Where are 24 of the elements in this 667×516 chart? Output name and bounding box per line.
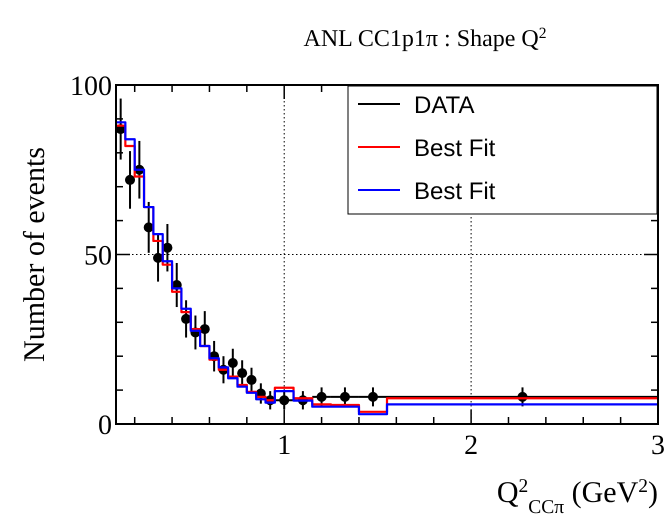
point xyxy=(200,324,210,334)
y-tick-label: 0 xyxy=(98,410,112,441)
point xyxy=(368,392,378,402)
point xyxy=(340,392,350,402)
x-tick-label: 3 xyxy=(651,430,665,461)
chart-title: ANL CC1p1π : Shape Q$^{2}$ xyxy=(303,24,547,52)
point xyxy=(144,222,154,232)
point xyxy=(181,314,192,324)
x-tick-label: 1 xyxy=(277,430,292,461)
legend-label: Best Fit xyxy=(414,135,496,162)
point xyxy=(228,358,238,368)
point xyxy=(246,374,256,385)
x-tick-label: 2 xyxy=(464,430,478,461)
point xyxy=(125,174,136,185)
point xyxy=(153,252,164,263)
y-tick-label: 100 xyxy=(70,71,112,102)
point xyxy=(237,368,248,378)
legend-label: Best Fit xyxy=(414,178,496,205)
legend-label: DATA xyxy=(414,92,474,119)
point xyxy=(162,242,172,253)
x-axis-title: Q$^{2}$$_{CCπ}$ (GeV$^{2}$) xyxy=(496,476,658,516)
y-tick-label: 50 xyxy=(84,240,112,272)
y-axis-title: Number of events xyxy=(18,147,51,362)
point xyxy=(316,392,327,402)
